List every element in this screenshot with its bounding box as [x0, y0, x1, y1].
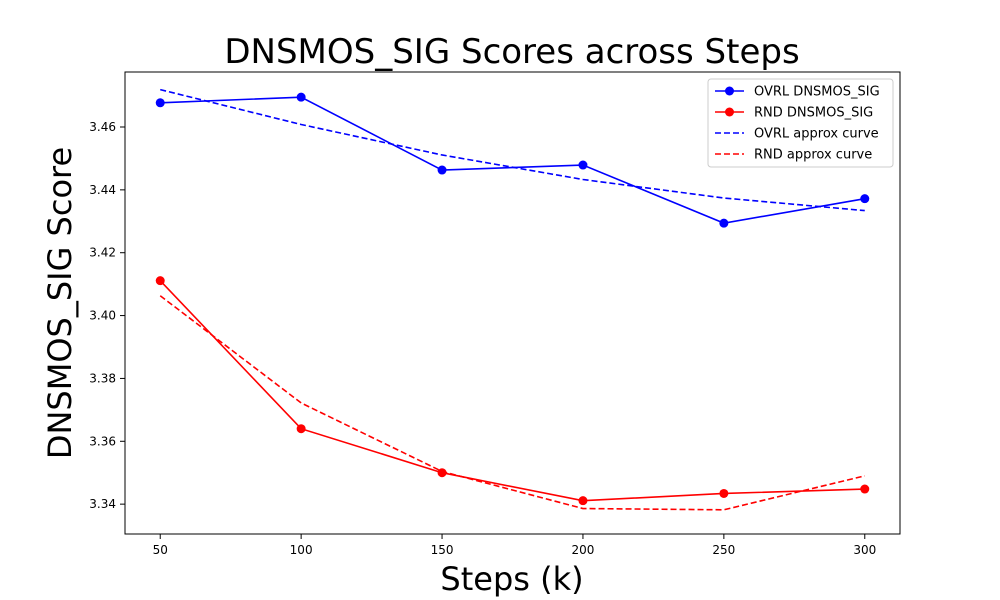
- x-tick-label: 150: [431, 543, 454, 557]
- y-tick-label: 3.36: [89, 434, 116, 448]
- x-tick-label: 100: [290, 543, 313, 557]
- legend-label: RND DNSMOS_SIG: [754, 106, 873, 121]
- data-point-ovrl-dnsmos-sig: [296, 92, 306, 102]
- y-axis: 3.34 3.36 3.38 3.40 3.42 3.44 3.46: [89, 120, 125, 511]
- y-tick-label: 3.42: [89, 246, 116, 260]
- data-point-ovrl-dnsmos-sig: [860, 194, 870, 204]
- data-point-ovrl-dnsmos-sig: [719, 218, 729, 228]
- legend-box: [707, 78, 894, 168]
- data-point-ovrl-dnsmos-sig: [578, 160, 588, 170]
- data-point-rnd-dnsmos-sig: [578, 496, 588, 506]
- x-tick-label: 200: [572, 543, 595, 557]
- data-point-rnd-dnsmos-sig: [437, 468, 447, 478]
- data-point-ovrl-dnsmos-sig: [155, 98, 165, 108]
- y-tick-label: 3.34: [89, 497, 116, 511]
- x-tick-label: 50: [153, 543, 168, 557]
- y-axis-label: DNSMOS_SIG Score: [41, 147, 79, 459]
- data-point-ovrl-dnsmos-sig: [437, 165, 447, 175]
- data-point-rnd-dnsmos-sig: [155, 276, 165, 286]
- legend-label: RND approx curve: [754, 148, 872, 163]
- series-line-rnd-dnsmos-sig: [159, 280, 865, 502]
- y-tick-label: 3.46: [89, 120, 116, 134]
- y-tick-label: 3.40: [89, 309, 116, 323]
- legend-marker: [725, 86, 734, 96]
- data-point-rnd-dnsmos-sig: [296, 424, 306, 434]
- chart-title: DNSMOS_SIG Scores across Steps: [224, 32, 799, 72]
- x-axis-label: Steps (k): [440, 560, 583, 598]
- legend-label: OVRL DNSMOS_SIG: [754, 85, 880, 100]
- series-line-rnd-approx-curve: [159, 295, 865, 511]
- plot-frame: [124, 71, 901, 535]
- y-tick-label: 3.44: [89, 183, 116, 197]
- legend: OVRL DNSMOS_SIG RND DNSMOS_SIG OVRL approx…: [707, 78, 894, 168]
- data-point-rnd-dnsmos-sig: [719, 488, 729, 498]
- y-tick-label: 3.38: [89, 371, 116, 385]
- series-layer: [155, 88, 870, 511]
- x-tick-label: 250: [712, 543, 735, 557]
- x-axis: 50 100 150 200 250 300: [153, 534, 876, 557]
- data-point-rnd-dnsmos-sig: [860, 484, 870, 494]
- series-line-ovrl-approx-curve: [160, 88, 865, 212]
- x-tick-label: 300: [853, 543, 876, 557]
- legend-marker: [725, 107, 734, 117]
- legend-label: OVRL approx curve: [754, 127, 879, 142]
